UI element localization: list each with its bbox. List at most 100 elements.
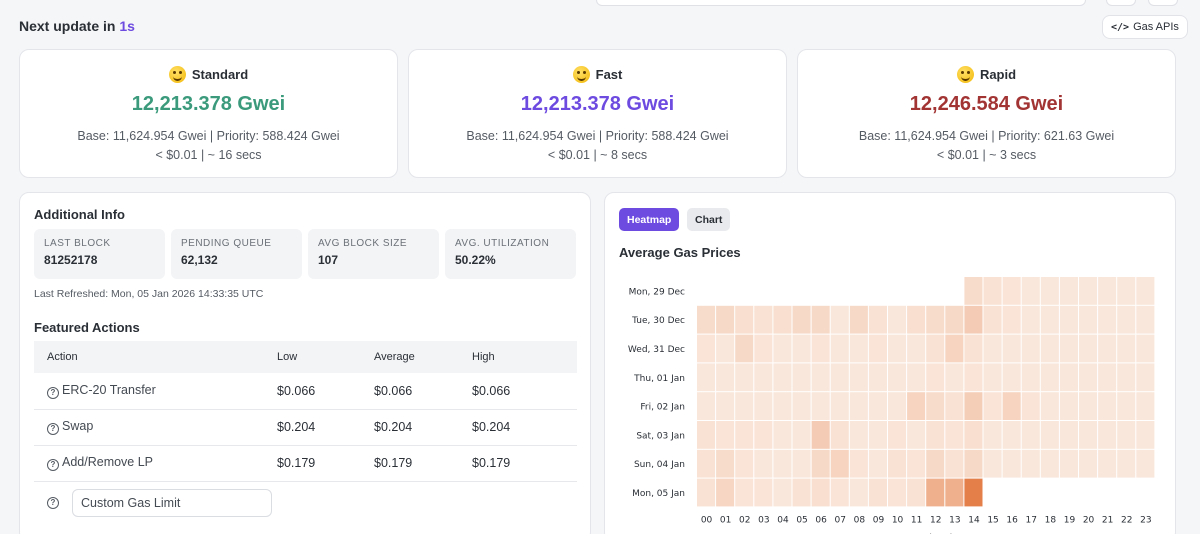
question-icon[interactable]: ? — [47, 386, 59, 399]
heatmap-cell[interactable] — [697, 478, 716, 507]
heatmap-cell[interactable] — [868, 478, 887, 507]
heatmap-cell[interactable] — [773, 305, 792, 334]
heatmap-cell[interactable] — [907, 449, 926, 478]
heatmap-cell[interactable] — [1059, 392, 1078, 420]
custom-gas-limit-input[interactable] — [72, 489, 272, 517]
heatmap-cell[interactable] — [888, 334, 907, 363]
heatmap-cell[interactable] — [811, 334, 830, 363]
heatmap-cell[interactable] — [697, 334, 716, 363]
heatmap-cell[interactable] — [1136, 449, 1155, 478]
heatmap-cell[interactable] — [964, 392, 983, 420]
heatmap-cell[interactable] — [754, 305, 773, 334]
heatmap-cell[interactable] — [792, 478, 811, 507]
heatmap-cell[interactable] — [888, 363, 907, 392]
heatmap-cell[interactable] — [735, 363, 754, 392]
heatmap-cell[interactable] — [964, 421, 983, 449]
heatmap-cell[interactable] — [983, 363, 1002, 392]
heatmap-cell[interactable] — [964, 449, 983, 478]
heatmap-cell[interactable] — [830, 421, 849, 449]
heatmap-cell[interactable] — [735, 421, 754, 449]
heatmap-cell[interactable] — [1002, 392, 1021, 420]
heatmap-cell[interactable] — [907, 392, 926, 420]
heatmap-cell[interactable] — [811, 392, 830, 420]
heatmap-cell[interactable] — [1021, 363, 1040, 392]
heatmap-cell[interactable] — [716, 392, 735, 420]
heatmap-cell[interactable] — [697, 449, 716, 478]
heatmap-cell[interactable] — [811, 305, 830, 334]
heatmap-cell[interactable] — [888, 478, 907, 507]
heatmap-cell[interactable] — [1117, 449, 1136, 478]
heatmap-cell[interactable] — [792, 305, 811, 334]
heatmap-cell[interactable] — [1136, 363, 1155, 392]
heatmap-cell[interactable] — [964, 277, 983, 305]
heatmap-cell[interactable] — [754, 449, 773, 478]
heatmap-cell[interactable] — [1059, 449, 1078, 478]
heatmap-cell[interactable] — [735, 392, 754, 420]
heatmap-cell[interactable] — [735, 334, 754, 363]
heatmap-cell[interactable] — [888, 305, 907, 334]
heatmap-cell[interactable] — [811, 421, 830, 449]
question-icon[interactable]: ? — [47, 497, 59, 509]
header-button-edge-2[interactable] — [1148, 0, 1178, 6]
heatmap-cell[interactable] — [1098, 305, 1117, 334]
heatmap-cell[interactable] — [1098, 392, 1117, 420]
heatmap-cell[interactable] — [1079, 363, 1098, 392]
heatmap-cell[interactable] — [1002, 421, 1021, 449]
heatmap-cell[interactable] — [868, 392, 887, 420]
heatmap-cell[interactable] — [1136, 421, 1155, 449]
heatmap-cell[interactable] — [1117, 392, 1136, 420]
heatmap-cell[interactable] — [983, 392, 1002, 420]
heatmap-cell[interactable] — [1040, 421, 1059, 449]
heatmap-cell[interactable] — [735, 305, 754, 334]
heatmap-cell[interactable] — [907, 421, 926, 449]
heatmap-cell[interactable] — [888, 392, 907, 420]
heatmap-cell[interactable] — [1021, 334, 1040, 363]
heatmap-cell[interactable] — [1040, 305, 1059, 334]
heatmap-cell[interactable] — [1079, 334, 1098, 363]
heatmap-cell[interactable] — [1098, 277, 1117, 305]
heatmap-cell[interactable] — [830, 392, 849, 420]
heatmap-cell[interactable] — [945, 449, 964, 478]
heatmap-cell[interactable] — [1021, 277, 1040, 305]
heatmap-cell[interactable] — [983, 421, 1002, 449]
heatmap-cell[interactable] — [830, 478, 849, 507]
heatmap-cell[interactable] — [983, 449, 1002, 478]
heatmap-cell[interactable] — [792, 334, 811, 363]
heatmap-cell[interactable] — [1098, 363, 1117, 392]
heatmap-cell[interactable] — [811, 363, 830, 392]
heatmap-cell[interactable] — [716, 478, 735, 507]
heatmap-cell[interactable] — [1117, 277, 1136, 305]
heatmap-cell[interactable] — [811, 449, 830, 478]
heatmap-cell[interactable] — [716, 363, 735, 392]
heatmap-cell[interactable] — [1117, 421, 1136, 449]
heatmap-cell[interactable] — [1002, 277, 1021, 305]
heatmap-cell[interactable] — [945, 392, 964, 420]
heatmap-cell[interactable] — [716, 449, 735, 478]
heatmap-cell[interactable] — [735, 449, 754, 478]
heatmap-cell[interactable] — [888, 449, 907, 478]
heatmap-cell[interactable] — [1117, 334, 1136, 363]
heatmap-cell[interactable] — [926, 449, 945, 478]
heatmap-cell[interactable] — [1021, 392, 1040, 420]
gas-apis-button[interactable]: </> Gas APIs — [1102, 15, 1188, 39]
heatmap-cell[interactable] — [697, 305, 716, 334]
heatmap-cell[interactable] — [964, 305, 983, 334]
heatmap-cell[interactable] — [1002, 305, 1021, 334]
heatmap-cell[interactable] — [1002, 449, 1021, 478]
heatmap-cell[interactable] — [945, 421, 964, 449]
heatmap-cell[interactable] — [945, 305, 964, 334]
heatmap-cell[interactable] — [1117, 305, 1136, 334]
heatmap-cell[interactable] — [964, 334, 983, 363]
heatmap-cell[interactable] — [926, 305, 945, 334]
heatmap-cell[interactable] — [1002, 334, 1021, 363]
header-button-edge[interactable] — [1106, 0, 1136, 6]
heatmap-cell[interactable] — [1079, 449, 1098, 478]
heatmap-cell[interactable] — [868, 449, 887, 478]
heatmap-cell[interactable] — [716, 305, 735, 334]
heatmap-cell[interactable] — [1098, 421, 1117, 449]
heatmap-cell[interactable] — [983, 334, 1002, 363]
heatmap-cell[interactable] — [1040, 277, 1059, 305]
heatmap-cell[interactable] — [773, 392, 792, 420]
heatmap-cell[interactable] — [792, 363, 811, 392]
heatmap-cell[interactable] — [1040, 392, 1059, 420]
